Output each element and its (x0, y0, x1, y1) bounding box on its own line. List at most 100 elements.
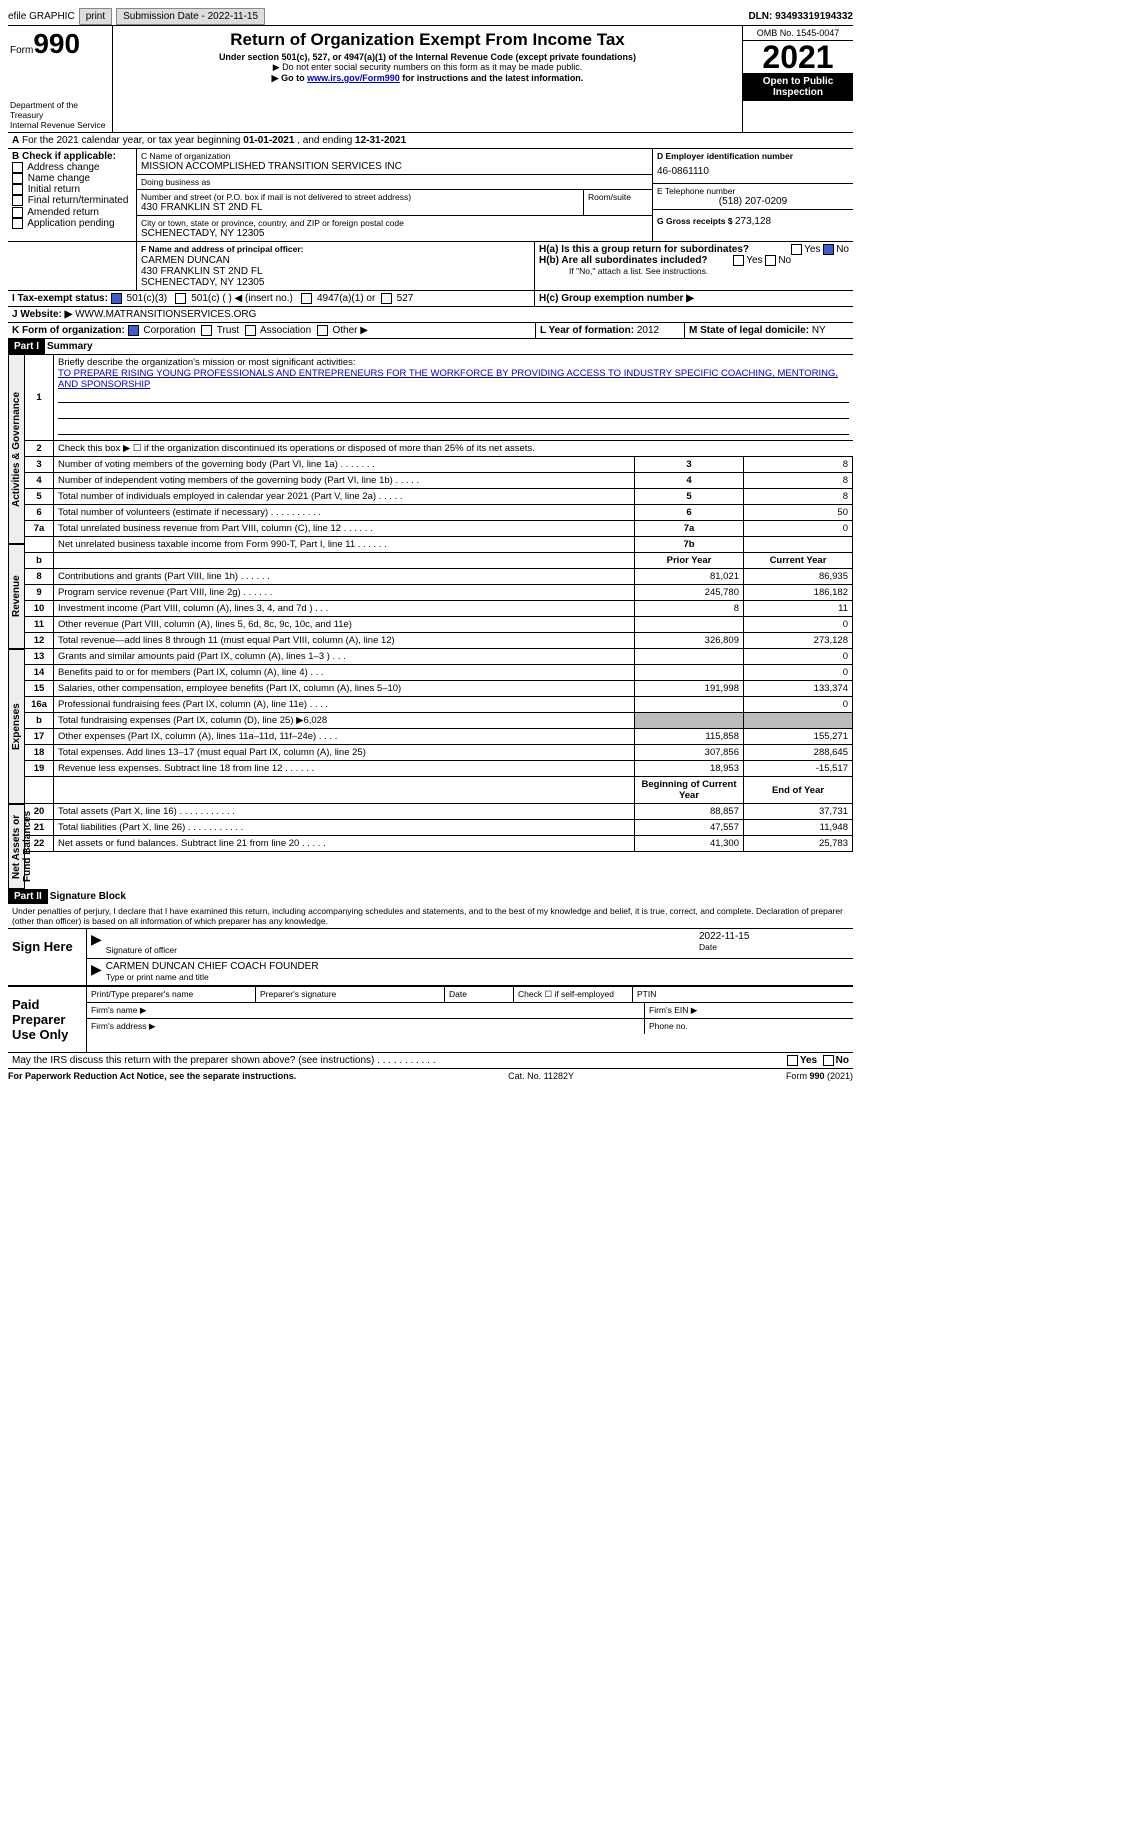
submission-date: Submission Date - 2022-11-15 (116, 8, 265, 25)
pp-date-label: Date (445, 987, 514, 1002)
org-name: MISSION ACCOMPLISHED TRANSITION SERVICES… (141, 161, 648, 172)
summary-row: bTotal fundraising expenses (Part IX, co… (25, 713, 853, 729)
ein: 46-0861110 (657, 162, 849, 181)
part2-header: Part IISignature Block (8, 889, 853, 904)
l2: Check this box ▶ ☐ if the organization d… (54, 441, 853, 457)
sig-date-val: 2022-11-15 (699, 931, 849, 942)
summary-row: 22Net assets or fund balances. Subtract … (25, 836, 853, 852)
form-ref: Form 990 (2021) (786, 1071, 853, 1081)
chk-final-return-terminated[interactable] (12, 195, 23, 206)
sign-here-label: Sign Here (8, 929, 87, 985)
boxb-item: Application pending (12, 218, 132, 229)
chk-501c[interactable] (175, 293, 186, 304)
page-footer: For Paperwork Reduction Act Notice, see … (8, 1069, 853, 1081)
chk-527[interactable] (381, 293, 392, 304)
box-b-label: B Check if applicable: (12, 151, 116, 162)
boxb-item: Final return/terminated (12, 195, 132, 206)
summary-row: 18Total expenses. Add lines 13–17 (must … (25, 745, 853, 761)
efile-label: efile GRAPHIC (8, 11, 75, 22)
paid-preparer-label: Paid Preparer Use Only (8, 987, 87, 1052)
summary-row: 21Total liabilities (Part X, line 26) . … (25, 820, 853, 836)
city: SCHENECTADY, NY 12305 (141, 228, 648, 239)
form-org-label: K Form of organization: (12, 325, 125, 336)
pp-name-label: Print/Type preparer's name (87, 987, 256, 1002)
discuss-row: May the IRS discuss this return with the… (8, 1053, 853, 1069)
paid-preparer-block: Paid Preparer Use Only Print/Type prepar… (8, 986, 853, 1053)
chk-address-change[interactable] (12, 162, 23, 173)
ha-row: H(a) Is this a group return for subordin… (539, 244, 849, 255)
arrow-icon: ▶ (91, 961, 102, 983)
chk-amended-return[interactable] (12, 207, 23, 218)
open-inspection: Open to Public Inspection (743, 73, 853, 101)
mission-text: TO PREPARE RISING YOUNG PROFESSIONALS AN… (58, 368, 838, 390)
form-title: Return of Organization Exempt From Incom… (115, 30, 740, 50)
summary-row: 6Total number of volunteers (estimate if… (25, 505, 853, 521)
chk-501c3[interactable] (111, 293, 122, 304)
chk-other[interactable] (317, 325, 328, 336)
summary-row: 9Program service revenue (Part VIII, lin… (25, 585, 853, 601)
officer-addr1: 430 FRANKLIN ST 2ND FL (141, 266, 263, 277)
col-beg-year: Beginning of Current Year (635, 777, 744, 804)
goto-note: ▶ Go to www.irs.gov/Form990 for instruct… (115, 73, 740, 84)
print-button[interactable]: print (79, 8, 112, 25)
phone: (518) 207-0209 (657, 196, 849, 207)
phone-label: E Telephone number (657, 186, 849, 196)
group-exp: Expenses (8, 649, 25, 804)
street-label: Number and street (or P.O. box if mail i… (141, 192, 579, 202)
officer-label: F Name and address of principal officer: (141, 244, 303, 254)
chk-4947[interactable] (301, 293, 312, 304)
chk-initial-return[interactable] (12, 184, 23, 195)
summary-row: 7aTotal unrelated business revenue from … (25, 521, 853, 537)
summary-row: 12Total revenue—add lines 8 through 11 (… (25, 633, 853, 649)
summary-table: Activities & Governance Revenue Expenses… (8, 354, 853, 889)
entity-block: B Check if applicable: Address change Na… (8, 149, 853, 242)
officer-block: F Name and address of principal officer:… (8, 242, 853, 291)
printed-label: Type or print name and title (106, 972, 209, 982)
tax-status-label: I Tax-exempt status: (12, 293, 108, 304)
paperwork-notice: For Paperwork Reduction Act Notice, see … (8, 1071, 296, 1081)
status-block: I Tax-exempt status: 501(c)(3) 501(c) ( … (8, 291, 853, 307)
officer-name: CARMEN DUNCAN (141, 255, 230, 266)
discuss-no[interactable] (823, 1055, 834, 1066)
summary-row: 8Contributions and grants (Part VIII, li… (25, 569, 853, 585)
pp-ptin-label: PTIN (633, 987, 853, 1002)
hb-row: H(b) Are all subordinates included? Yes … (539, 255, 849, 266)
officer-addr2: SCHENECTADY, NY 12305 (141, 277, 264, 288)
irs-link[interactable]: www.irs.gov/Form990 (307, 73, 400, 83)
chk-trust[interactable] (201, 325, 212, 336)
summary-row: 17Other expenses (Part IX, column (A), l… (25, 729, 853, 745)
summary-row: 3Number of voting members of the governi… (25, 457, 853, 473)
col-current-year: Current Year (744, 553, 853, 569)
chk-application-pending[interactable] (12, 218, 23, 229)
chk-assoc[interactable] (245, 325, 256, 336)
dept-treasury: Department of the Treasury (10, 100, 110, 120)
chk-name-change[interactable] (12, 173, 23, 184)
summary-row: 4Number of independent voting members of… (25, 473, 853, 489)
chk-corp[interactable] (128, 325, 139, 336)
hb-note: If "No," attach a list. See instructions… (539, 266, 849, 276)
form-header: Form990 Department of the Treasury Inter… (8, 26, 853, 133)
street: 430 FRANKLIN ST 2ND FL (141, 202, 579, 213)
cat-no: Cat. No. 11282Y (508, 1071, 574, 1081)
summary-row: 5Total number of individuals employed in… (25, 489, 853, 505)
summary-row: 20Total assets (Part X, line 16) . . . .… (25, 804, 853, 820)
summary-row: 10Investment income (Part VIII, column (… (25, 601, 853, 617)
website: WWW.MATRANSITIONSERVICES.ORG (75, 309, 256, 320)
boxb-item: Initial return (12, 184, 132, 195)
printed-name: CARMEN DUNCAN CHIEF COACH FOUNDER (106, 961, 849, 972)
ein-label: D Employer identification number (657, 151, 793, 161)
city-label: City or town, state or province, country… (141, 218, 648, 228)
col-end-year: End of Year (744, 777, 853, 804)
discuss-yes[interactable] (787, 1055, 798, 1066)
group-ag: Activities & Governance (8, 354, 25, 544)
summary-row: 13Grants and similar amounts paid (Part … (25, 649, 853, 665)
pp-sig-label: Preparer's signature (256, 987, 445, 1002)
firm-name-label: Firm's name ▶ (87, 1003, 645, 1018)
hc-label: H(c) Group exemption number ▶ (539, 293, 694, 304)
sig-date-label: Date (699, 942, 717, 952)
topbar: efile GRAPHIC print Submission Date - 20… (8, 8, 853, 26)
summary-row: 19Revenue less expenses. Subtract line 1… (25, 761, 853, 777)
summary-row: 14Benefits paid to or for members (Part … (25, 665, 853, 681)
period-row: A For the 2021 calendar year, or tax yea… (8, 133, 853, 149)
boxb-item: Name change (12, 173, 132, 184)
